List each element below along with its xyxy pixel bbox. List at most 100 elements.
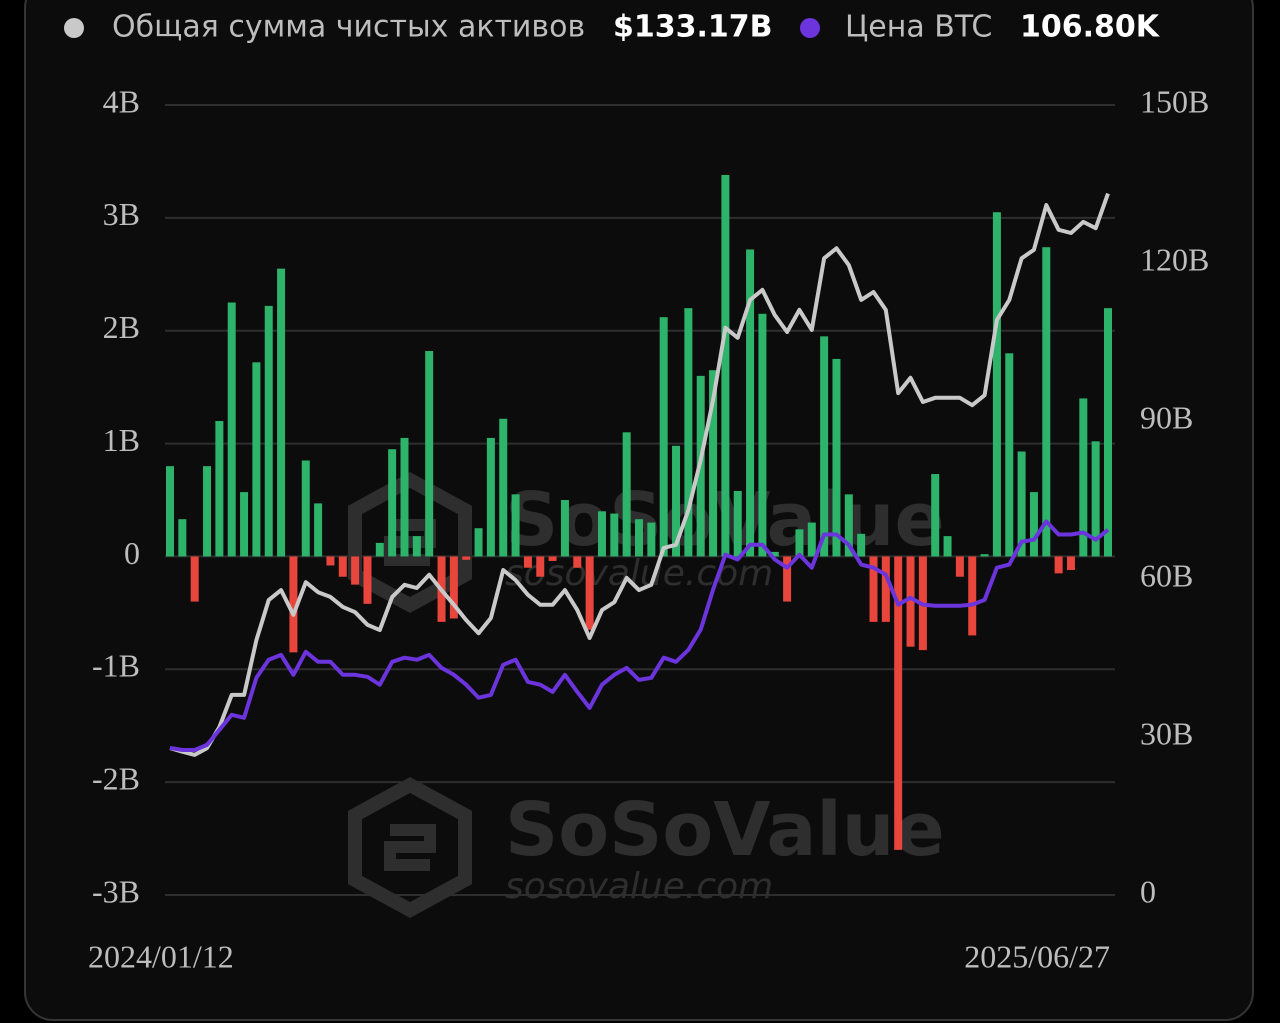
bar xyxy=(338,556,347,577)
bar xyxy=(289,556,298,653)
watermarks: SoSoValue sosovalue.com SoSoValue sosova… xyxy=(348,472,945,918)
bar xyxy=(1091,441,1100,557)
bar xyxy=(869,556,878,622)
bar xyxy=(215,421,224,557)
bar xyxy=(610,513,619,557)
line xyxy=(169,519,1110,752)
bar xyxy=(326,556,335,566)
bar xyxy=(351,556,360,585)
y-tick-label: 1B xyxy=(103,422,140,458)
bar xyxy=(906,556,915,647)
bar xyxy=(770,551,779,557)
bar xyxy=(400,437,409,557)
bar xyxy=(264,305,273,557)
bar xyxy=(363,556,372,604)
bar xyxy=(1104,308,1112,557)
bar xyxy=(474,528,483,557)
y-tick-label: 0 xyxy=(124,535,140,571)
y2-tick-label: 60B xyxy=(1140,557,1193,593)
bar xyxy=(672,445,681,557)
bar xyxy=(684,308,693,557)
y-tick-label: 3B xyxy=(103,196,140,232)
bar xyxy=(1079,398,1088,557)
y2-tick-label: 90B xyxy=(1140,399,1193,435)
y-tick-label: -1B xyxy=(92,648,140,684)
line xyxy=(169,192,1110,757)
bar xyxy=(783,556,792,602)
bar xyxy=(523,556,532,568)
bar xyxy=(980,554,989,557)
y-tick-label: -3B xyxy=(92,873,140,909)
y-tick-label: -2B xyxy=(92,760,140,796)
bar xyxy=(832,358,841,557)
bar xyxy=(733,490,742,557)
bar xyxy=(203,466,212,557)
bar xyxy=(1029,492,1038,557)
bar xyxy=(301,460,310,557)
bar xyxy=(449,556,458,619)
bar xyxy=(992,212,1001,557)
bar xyxy=(1054,556,1063,574)
bar xyxy=(820,336,829,557)
legend-marker xyxy=(800,18,820,38)
bar xyxy=(597,511,606,557)
bar xyxy=(486,437,495,557)
bar xyxy=(1017,451,1026,557)
x-tick-label: 2024/01/12 xyxy=(88,938,234,974)
bar xyxy=(635,519,643,557)
y2-tick-label: 0 xyxy=(1140,873,1156,909)
x-tick-label: 2025/06/27 xyxy=(964,938,1110,974)
y-tick-label: 2B xyxy=(103,309,140,345)
bar xyxy=(709,370,718,557)
y-tick-label: 4B xyxy=(103,83,140,119)
y2-tick-label: 30B xyxy=(1140,715,1193,751)
bar xyxy=(1005,353,1014,557)
bar xyxy=(388,449,397,557)
bar xyxy=(511,494,520,557)
bar xyxy=(412,536,421,557)
watermark-logo xyxy=(348,777,472,918)
bar xyxy=(1042,247,1051,557)
bar xyxy=(881,556,890,622)
bar xyxy=(585,556,594,630)
bar xyxy=(622,432,631,557)
legend-marker xyxy=(64,18,84,38)
bar xyxy=(1066,556,1075,570)
bar xyxy=(166,466,174,557)
bar xyxy=(758,313,767,557)
y2-tick-label: 120B xyxy=(1140,241,1209,277)
bar xyxy=(548,556,557,561)
bar xyxy=(943,536,952,557)
bar xyxy=(931,474,940,557)
bar xyxy=(894,556,903,850)
bar xyxy=(844,494,853,557)
legend-value: 106.80K xyxy=(1020,10,1161,45)
bar xyxy=(647,522,656,557)
bar xyxy=(277,268,286,557)
bar xyxy=(178,519,187,557)
bar xyxy=(857,533,866,557)
bar xyxy=(536,556,545,577)
bar xyxy=(968,556,977,636)
bar xyxy=(252,362,261,557)
y2-tick-label: 150B xyxy=(1140,83,1209,119)
bar xyxy=(190,556,199,602)
bar xyxy=(573,556,582,568)
bar xyxy=(955,556,964,577)
bar xyxy=(240,492,249,557)
bar xyxy=(746,249,755,557)
watermark-brand: SoSoValue xyxy=(505,787,945,873)
bar xyxy=(425,351,434,557)
bar xyxy=(462,556,471,560)
panel xyxy=(24,0,1254,1021)
bar xyxy=(375,542,384,557)
watermark-logo xyxy=(348,472,472,613)
legend-value: $133.17B xyxy=(613,10,773,45)
bar xyxy=(560,500,569,557)
legend-label: Цена BTC xyxy=(845,10,992,45)
bar xyxy=(227,302,236,557)
bar xyxy=(659,317,668,557)
bar xyxy=(499,418,508,557)
bar xyxy=(721,174,730,557)
